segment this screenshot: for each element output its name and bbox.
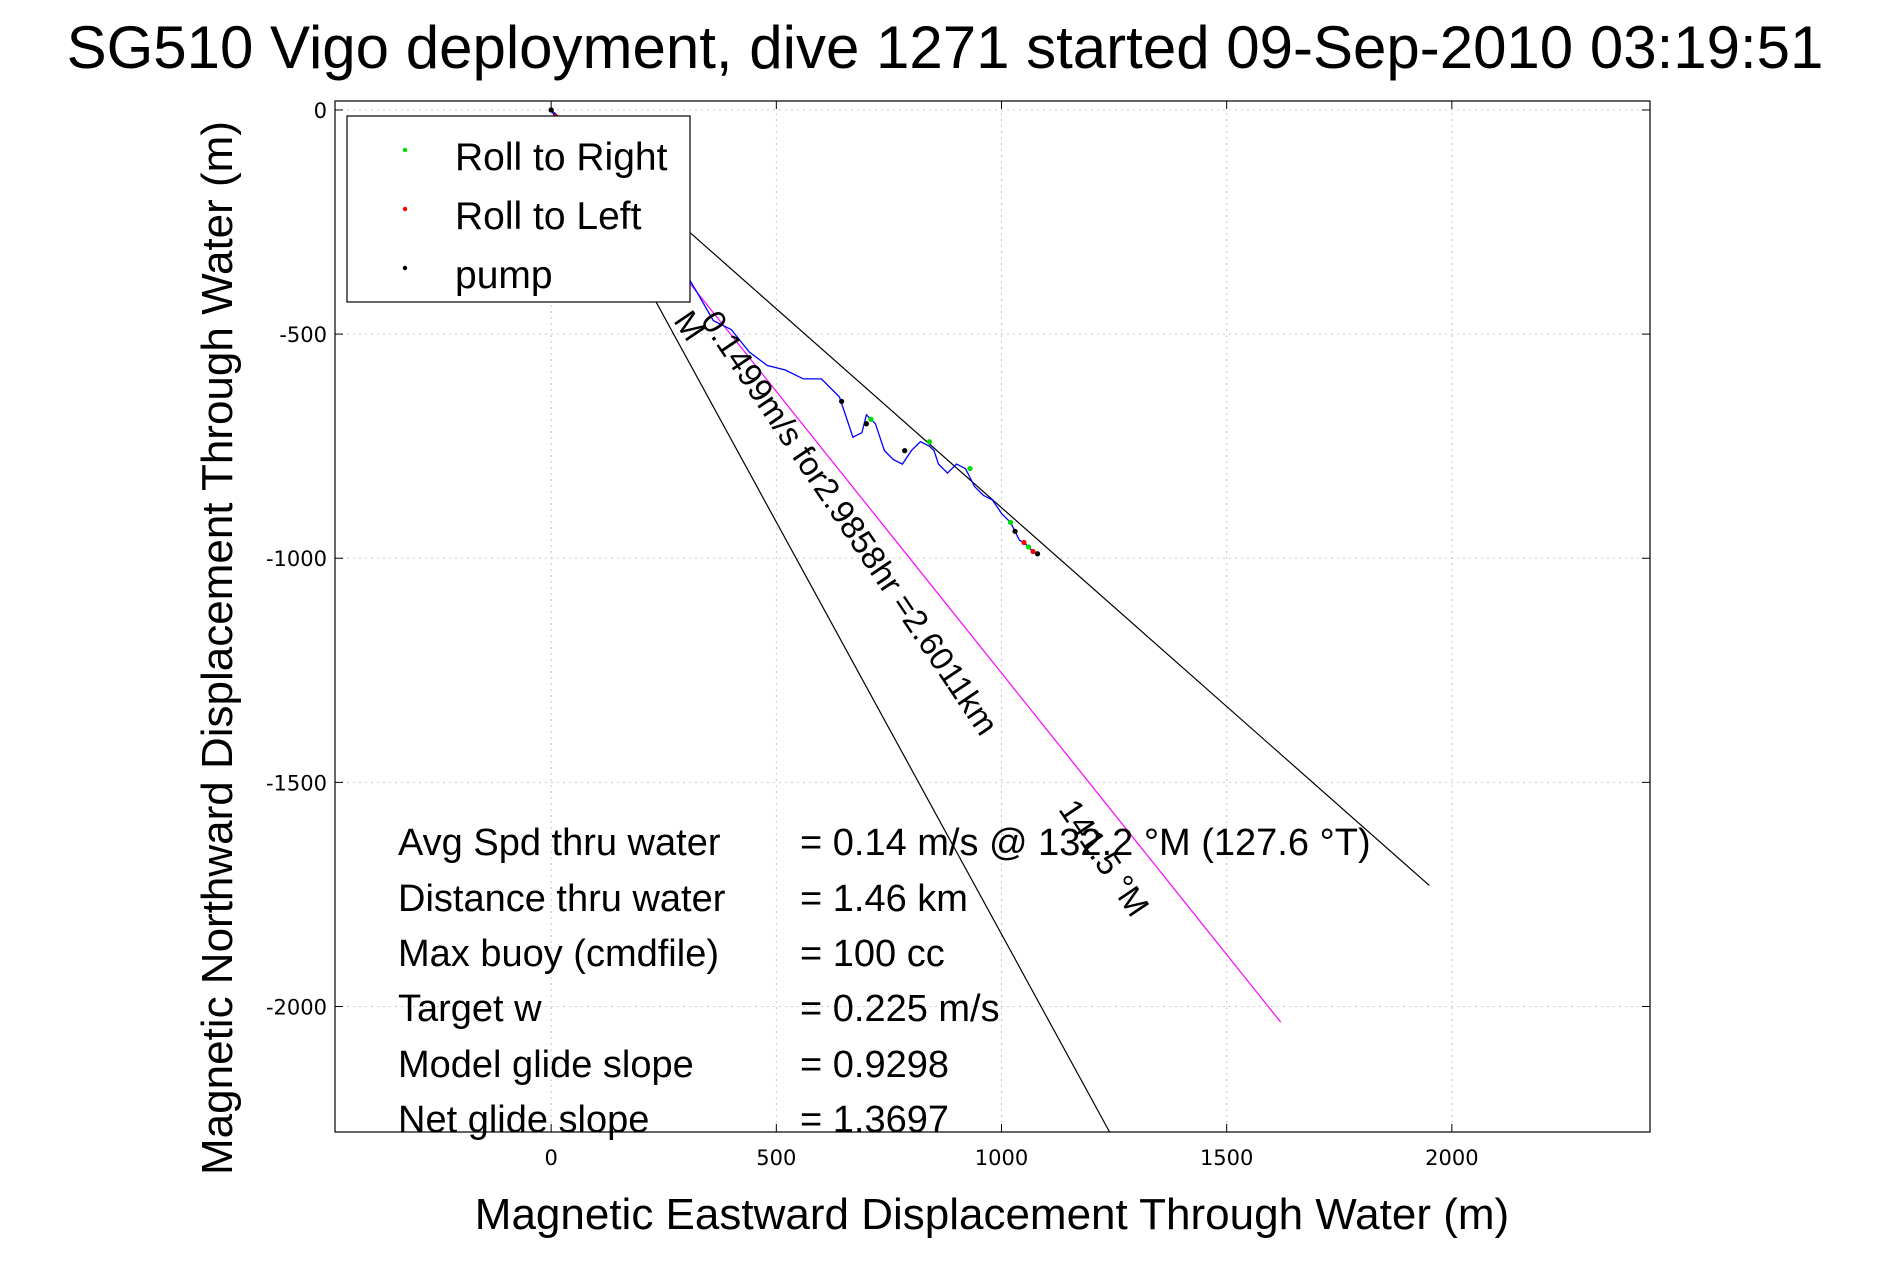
x-tick-label: 1000 xyxy=(975,1146,1028,1170)
legend-label-roll-left: Roll to Left xyxy=(455,195,642,238)
roll-right-point xyxy=(926,439,933,445)
pump-point xyxy=(839,398,845,404)
legend-marker-roll-left xyxy=(402,206,408,212)
stat-value-net-glide-slope: = 1.3697 xyxy=(800,1099,949,1141)
y-tick-label: -2000 xyxy=(266,995,327,1019)
legend-marker-pump xyxy=(402,265,408,271)
heading-line xyxy=(550,109,1430,886)
axis-ticks: 0 500 1000 1500 2000 0 -500 -1000 -1500 -2000 xyxy=(266,99,1650,1170)
legend-label-roll-right: Roll to Right xyxy=(455,136,668,179)
roll-left-point xyxy=(1021,539,1027,546)
x-tick-label: 1500 xyxy=(1200,1146,1253,1170)
y-tick-label: -1000 xyxy=(266,547,327,571)
pump-point xyxy=(863,421,870,427)
pump-point xyxy=(1012,528,1018,534)
y-tick-label: -500 xyxy=(279,323,327,347)
pump-point xyxy=(1034,551,1041,557)
roll-right-point xyxy=(868,416,874,422)
stat-value-target-w: = 0.225 m/s xyxy=(800,988,1000,1030)
roll-right-point xyxy=(1025,544,1032,550)
y-tick-label: -1500 xyxy=(266,771,327,795)
stat-value-avg-speed: = 0.14 m/s @ 132.2 °M (127.6 °T) xyxy=(800,822,1371,864)
legend: Roll to Right Roll to Left pump xyxy=(346,115,691,303)
dive-statistics: Avg Spd thru water = 0.14 m/s @ 132.2 °M… xyxy=(398,822,1371,1141)
pump-point xyxy=(548,107,554,113)
stat-label-max-buoy: Max buoy (cmdfile) xyxy=(398,933,719,975)
legend-marker-roll-right xyxy=(402,147,408,153)
y-axis-label: Magnetic Northward Displacement Through … xyxy=(193,121,242,1175)
x-tick-label: 500 xyxy=(756,1146,796,1170)
stat-label-net-glide-slope: Net glide slope xyxy=(398,1099,649,1141)
stat-label-distance: Distance thru water xyxy=(398,878,726,920)
x-axis-label: Magnetic Eastward Displacement Through W… xyxy=(475,1190,1509,1239)
x-tick-label: 0 xyxy=(544,1146,557,1170)
stat-value-max-buoy: = 100 cc xyxy=(800,933,945,975)
stat-label-avg-speed: Avg Spd thru water xyxy=(398,822,721,864)
x-tick-label: 2000 xyxy=(1425,1146,1478,1170)
legend-label-pump: pump xyxy=(455,254,553,297)
stat-value-distance: = 1.46 km xyxy=(800,878,968,920)
stat-label-target-w: Target w xyxy=(398,988,542,1030)
plot-frame xyxy=(334,100,1651,1133)
stat-value-model-glide-slope: = 0.9298 xyxy=(800,1044,949,1086)
y-tick-label: 0 xyxy=(314,99,327,123)
stat-label-model-glide-slope: Model glide slope xyxy=(398,1044,694,1086)
roll-right-point xyxy=(967,465,973,472)
pump-point xyxy=(902,448,908,454)
roll-left-point xyxy=(1030,548,1036,555)
grid xyxy=(335,101,1650,1132)
chart-title: SG510 Vigo deployment, dive 1271 started… xyxy=(67,14,1824,81)
roll-right-point xyxy=(1007,519,1014,525)
